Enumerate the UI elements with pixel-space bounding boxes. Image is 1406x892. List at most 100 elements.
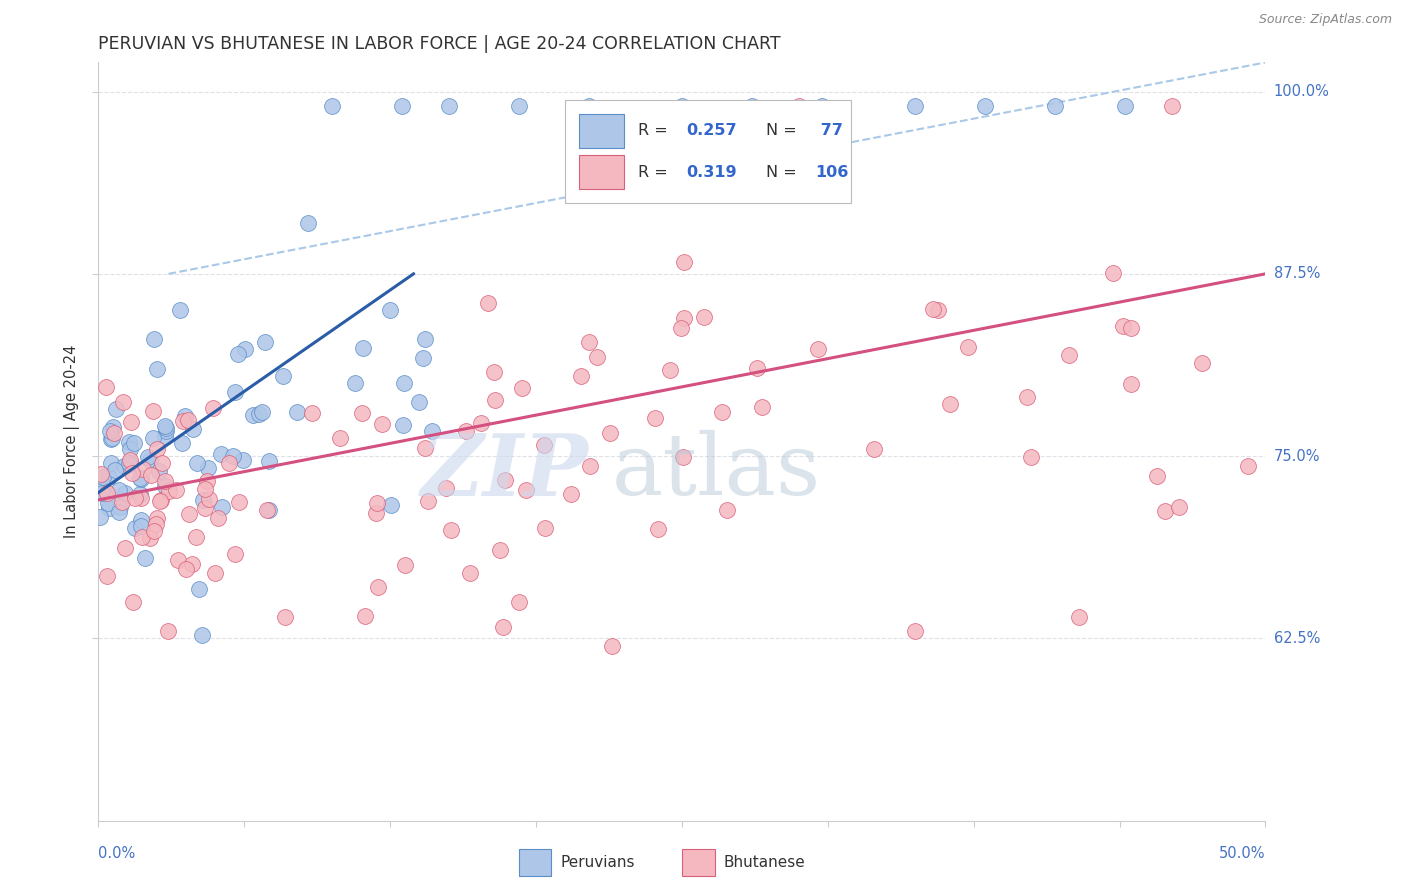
Point: [124, 436, 146, 450]
Point: [672, 255, 695, 269]
Point: [644, 411, 666, 425]
Point: [218, 456, 240, 470]
Point: [285, 405, 308, 419]
Point: [413, 333, 436, 347]
Point: [111, 495, 134, 509]
Point: [458, 566, 481, 580]
Point: [155, 424, 177, 438]
Text: 50.0%: 50.0%: [1219, 846, 1265, 861]
Point: [560, 487, 582, 501]
Point: [143, 524, 166, 539]
Text: atlas: atlas: [612, 430, 821, 514]
Point: [181, 422, 204, 436]
Point: [647, 522, 669, 536]
Text: N =: N =: [766, 123, 801, 138]
Point: [114, 541, 136, 555]
Point: [103, 420, 125, 434]
Point: [863, 442, 886, 456]
Point: [101, 431, 124, 445]
Point: [380, 303, 402, 318]
Bar: [519, 848, 551, 876]
Point: [228, 494, 250, 508]
Point: [672, 311, 695, 326]
Point: [129, 513, 152, 527]
Point: [747, 360, 769, 375]
Point: [366, 506, 388, 520]
Point: [224, 385, 246, 400]
Point: [118, 453, 141, 467]
Point: [96, 568, 118, 582]
Text: PERUVIAN VS BHUTANESE IN LABOR FORCE | AGE 20-24 CORRELATION CHART: PERUVIAN VS BHUTANESE IN LABOR FORCE | A…: [98, 35, 782, 53]
Point: [671, 99, 693, 113]
Point: [193, 501, 215, 516]
Point: [1119, 320, 1142, 334]
Point: [408, 395, 430, 409]
Text: 0.257: 0.257: [686, 123, 737, 138]
Point: [146, 442, 169, 456]
Point: [188, 582, 211, 596]
Point: [112, 394, 135, 409]
Point: [98, 500, 121, 515]
Point: [132, 461, 155, 475]
Bar: [579, 113, 624, 148]
Point: [437, 99, 460, 113]
Point: [1102, 266, 1125, 280]
Point: [124, 491, 146, 505]
Point: [711, 405, 734, 419]
Point: [484, 393, 506, 408]
Point: [129, 472, 152, 486]
Point: [129, 491, 152, 506]
Point: [129, 471, 152, 485]
Point: [1237, 458, 1260, 473]
Point: [370, 417, 392, 432]
Point: [193, 492, 215, 507]
Point: [166, 483, 188, 497]
Point: [172, 414, 194, 428]
Point: [353, 609, 375, 624]
Point: [1114, 99, 1136, 113]
Point: [470, 417, 492, 431]
Point: [224, 547, 246, 561]
Point: [108, 505, 131, 519]
Text: 100.0%: 100.0%: [1274, 84, 1330, 99]
Point: [134, 551, 156, 566]
Point: [98, 424, 121, 438]
Point: [94, 380, 117, 394]
Point: [207, 511, 229, 525]
Text: Bhutanese: Bhutanese: [724, 855, 806, 870]
Point: [198, 491, 221, 506]
Point: [152, 456, 174, 470]
Point: [1161, 99, 1184, 113]
Point: [413, 442, 436, 456]
Point: [155, 420, 177, 434]
Point: [108, 483, 131, 498]
Point: [392, 376, 415, 390]
Point: [367, 580, 389, 594]
Point: [131, 531, 153, 545]
Point: [120, 416, 142, 430]
Point: [1168, 500, 1191, 514]
Point: [148, 494, 170, 508]
Point: [482, 365, 505, 379]
Point: [142, 431, 165, 445]
Point: [579, 459, 602, 474]
Text: 0.319: 0.319: [686, 165, 737, 180]
Point: [232, 453, 254, 467]
Point: [366, 495, 388, 509]
Point: [89, 509, 111, 524]
Point: [301, 406, 323, 420]
Point: [257, 454, 280, 468]
Point: [274, 609, 297, 624]
Point: [250, 405, 273, 419]
Point: [257, 503, 280, 517]
Point: [233, 342, 256, 356]
Point: [1191, 356, 1213, 370]
Point: [751, 401, 773, 415]
Point: [491, 620, 513, 634]
Point: [141, 467, 163, 482]
Point: [329, 431, 352, 445]
Point: [488, 543, 510, 558]
Point: [321, 99, 343, 113]
Point: [197, 461, 219, 475]
Point: [228, 347, 250, 361]
